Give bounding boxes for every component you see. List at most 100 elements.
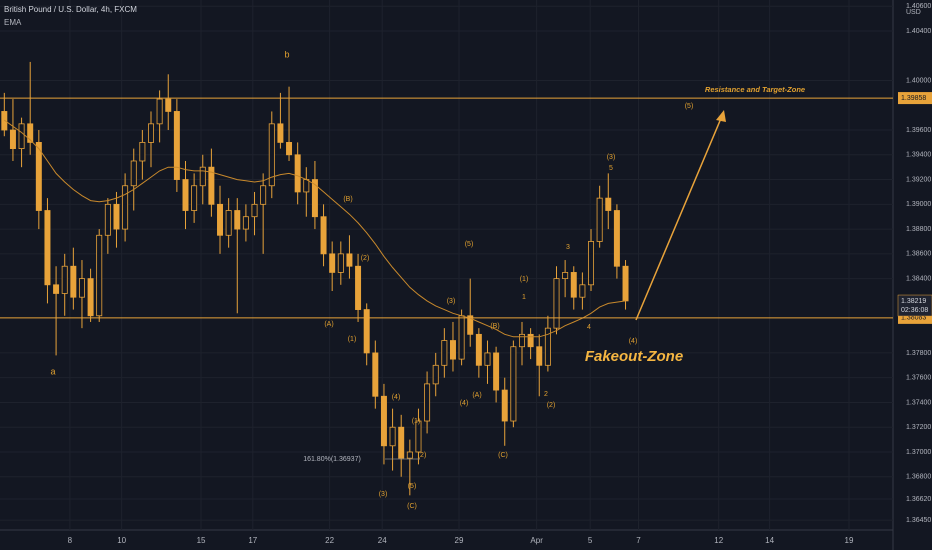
candle-body <box>1 111 8 131</box>
candle-body <box>208 166 215 205</box>
candle-body <box>519 333 525 348</box>
candle-body <box>553 278 560 329</box>
y-tick-label: 1.39200 <box>906 176 931 183</box>
y-tick-label: 1.38800 <box>906 226 931 233</box>
candle-body <box>406 451 413 459</box>
candle-body <box>320 216 327 255</box>
candle-body <box>9 129 16 149</box>
wave-label: b <box>284 49 289 59</box>
wave-label: 2 <box>544 391 548 398</box>
candle-body <box>544 327 551 366</box>
y-tick-label: 1.37600 <box>906 375 931 382</box>
wave-label: 161.80%(1.36937) <box>303 456 361 463</box>
wave-label: (1) <box>520 276 529 283</box>
y-tick-label: 1.40400 <box>906 28 931 35</box>
candle-body <box>104 203 111 236</box>
candle-body <box>18 123 25 149</box>
wave-label: (2) <box>361 255 370 262</box>
candle-body <box>432 364 439 385</box>
wave-label: (3) <box>447 298 456 305</box>
y-tick-label: 1.37000 <box>906 449 931 456</box>
candle-body <box>251 203 258 218</box>
arrow <box>635 115 723 321</box>
candle-body <box>35 142 42 211</box>
candle-body <box>484 352 491 366</box>
y-tick-label: 1.36620 <box>906 496 931 503</box>
candle-body <box>605 197 612 211</box>
wave-label: (2) <box>547 402 556 409</box>
x-tick-label: 24 <box>378 536 387 545</box>
x-tick-label: 5 <box>588 536 593 545</box>
candle-body <box>96 234 103 317</box>
candle-body <box>113 203 120 230</box>
candle-body <box>303 179 310 193</box>
wave-label: (C) <box>407 503 417 510</box>
wave-label: (4) <box>392 394 401 401</box>
candle-body <box>156 98 163 125</box>
x-tick-label: 17 <box>248 536 257 545</box>
wave-label: (3) <box>607 154 616 161</box>
candle-body <box>234 210 241 230</box>
candle-body <box>441 340 448 366</box>
candle-body <box>78 278 85 298</box>
indicator-name: EMA <box>4 18 22 27</box>
candle-body <box>311 179 318 218</box>
candle-body <box>53 284 60 294</box>
x-tick-label: 12 <box>714 536 723 545</box>
candle-body <box>61 265 68 294</box>
candle-body <box>27 123 34 143</box>
candle-body <box>329 253 336 273</box>
wave-label: (1) <box>348 336 357 343</box>
wave-label: a <box>50 366 55 376</box>
y-tick-label: 1.38400 <box>906 275 931 282</box>
candle-body <box>475 333 482 366</box>
y-tick-label: 1.37200 <box>906 424 931 431</box>
candle-body <box>268 123 275 187</box>
candle-body <box>467 315 474 335</box>
level-label-box <box>898 92 932 105</box>
x-tick-label: 8 <box>68 536 73 545</box>
level-label: 1.39858 <box>901 95 926 102</box>
wave-label: (4) <box>629 338 638 345</box>
wave-label: (5) <box>465 241 474 248</box>
y-tick-label: 1.38600 <box>906 251 931 258</box>
candle-body <box>579 284 586 298</box>
y-tick-label: 1.36450 <box>906 517 931 524</box>
y-tick-label: 1.37800 <box>906 350 931 357</box>
level-label: 1.38083 <box>901 315 926 322</box>
wave-label: (A) <box>472 392 481 399</box>
last-price-label: 1.38219 <box>901 298 926 305</box>
candle-body <box>501 389 508 422</box>
candle-body <box>242 216 249 230</box>
candle-body <box>199 166 206 187</box>
x-tick-label: 10 <box>117 536 126 545</box>
candle-body <box>458 315 465 360</box>
candle-body <box>260 185 267 205</box>
candle-body <box>415 420 422 453</box>
last-price-box <box>897 294 932 317</box>
candle-body <box>217 203 224 236</box>
wave-label: 1 <box>522 294 526 301</box>
wave-label: 5 <box>609 165 613 172</box>
candle-body <box>449 340 456 360</box>
arrow-head <box>716 110 726 122</box>
y-tick-label: 1.36800 <box>906 474 931 481</box>
candle-body <box>173 111 180 180</box>
candle-body <box>510 346 517 422</box>
candle-body <box>613 210 620 267</box>
x-tick-label: Apr <box>530 536 543 545</box>
marks <box>1 61 629 496</box>
candle-body <box>622 265 629 302</box>
candle-body <box>44 210 51 286</box>
candle-body <box>286 142 293 156</box>
wave-label: (5) <box>685 103 694 110</box>
candle-body <box>277 123 284 143</box>
candle-body <box>346 253 353 267</box>
y-tick-label: 1.39400 <box>906 152 931 159</box>
x-tick-label: 7 <box>636 536 641 545</box>
wave-label: (4) <box>460 400 469 407</box>
candle-body <box>562 272 569 280</box>
x-tick-label: 14 <box>765 536 774 545</box>
